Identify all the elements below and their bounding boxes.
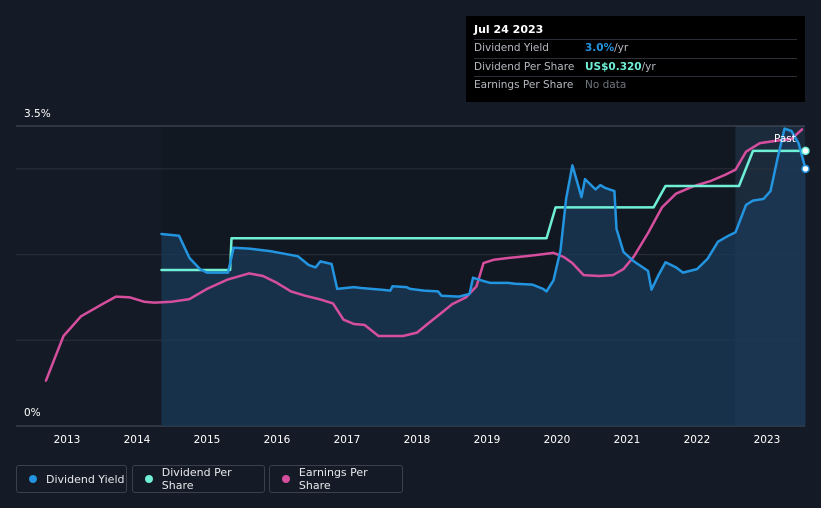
earnings-per-share-line: [44, 128, 804, 382]
legend-dividend-per-share[interactable]: Dividend Per Share: [132, 465, 265, 493]
tooltip-suffix: /yr: [641, 60, 656, 73]
x-tick-label: 2013: [54, 434, 81, 446]
x-tick-label: 2015: [194, 434, 221, 446]
legend-dot-icon: [282, 475, 290, 483]
x-tick-label: 2020: [544, 434, 571, 446]
dividend-per-share-line: [160, 149, 807, 272]
y-tick-top: 3.5%: [24, 108, 51, 120]
legend-dot-icon: [145, 475, 153, 483]
tooltip-value: No data: [585, 79, 627, 91]
x-tick-label: 2018: [404, 434, 431, 446]
x-tick-label: 2016: [264, 434, 291, 446]
dividend-yield-line-end-marker: [801, 164, 810, 174]
x-tick-label: 2019: [474, 434, 501, 446]
legend-label: Dividend Per Share: [161, 466, 232, 492]
x-tick-label: 2017: [334, 434, 361, 446]
tooltip-value: 3.0%: [585, 42, 615, 54]
legend-earnings-per-share[interactable]: Earnings Per Share: [269, 465, 403, 493]
past-label: Past: [774, 133, 796, 145]
tooltip-label: Dividend Yield: [474, 42, 549, 54]
dividend-per-share-line-end-marker: [801, 146, 810, 156]
tooltip: Jul 24 2023 Dividend Yield 3.0% /yr Divi…: [466, 16, 805, 102]
x-tick-label: 2022: [684, 434, 711, 446]
tooltip-label: Dividend Per Share: [474, 60, 575, 73]
tooltip-date: Jul 24 2023: [474, 21, 797, 40]
tooltip-value: US$0.320: [585, 60, 642, 73]
tooltip-row-earnings-per-share: Earnings Per Share No data: [474, 77, 797, 95]
x-axis: 2013 2014 2015 2016 2017 2018 2019 2020 2021 2022…: [54, 434, 781, 446]
x-tick-label: 2021: [614, 434, 641, 446]
dividend-yield-area: [161, 128, 806, 426]
legend-label: Earnings Per Share: [298, 466, 368, 492]
tooltip-label: Earnings Per Share: [474, 79, 574, 91]
x-tick-label: 2014: [124, 434, 151, 446]
y-tick-bottom: 0%: [24, 407, 41, 419]
legend-dot-icon: [29, 475, 37, 483]
end-markers: [801, 146, 810, 174]
tooltip-row-dividend-yield: Dividend Yield 3.0% /yr: [474, 40, 797, 59]
tooltip-row-dividend-per-share: Dividend Per Share US$0.320 /yr: [474, 59, 797, 77]
series-lines: [44, 127, 807, 382]
legend-dividend-yield[interactable]: Dividend Yield: [16, 465, 127, 493]
x-tick-label: 2023: [754, 434, 781, 446]
legend-label: Dividend Yield: [46, 472, 125, 486]
tooltip-suffix: /yr: [614, 42, 629, 54]
dividend-yield-line: [160, 127, 807, 298]
